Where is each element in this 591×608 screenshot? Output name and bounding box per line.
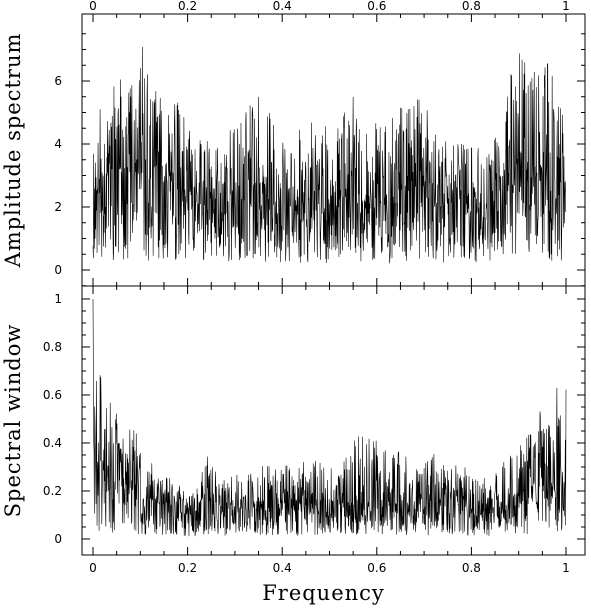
y-tick-label: 0 [54, 532, 62, 546]
y-tick-label: 0.8 [43, 340, 62, 354]
y-tick-label: 1 [54, 292, 62, 306]
x-axis-title: Frequency [262, 581, 385, 605]
axis-titles: Frequency [262, 581, 385, 605]
y-tick-label: 0.2 [43, 484, 62, 498]
x-tick-label: 0.4 [273, 0, 292, 13]
x-tick-label: 0.2 [178, 0, 197, 13]
x-tick-label: 0.8 [462, 0, 481, 13]
y-tick-label: 4 [54, 137, 62, 151]
y-tick-label: 6 [54, 74, 62, 88]
x-tick-label: 0.6 [367, 561, 386, 575]
y-tick-label: 0 [54, 263, 62, 277]
amplitude-series-line [92, 47, 567, 264]
y-axis-title: Amplitude spectrum [1, 33, 25, 269]
y-tick-label: 0.4 [43, 436, 62, 450]
x-tick-label: 1 [562, 561, 570, 575]
amplitude-spectrum-panel: 0 2 4 6 0 0.2 0.4 0.6 0.8 1 Amplitude spectrum [1, 0, 586, 287]
x-tick-label: 0 [89, 0, 97, 13]
x-tick-label: 0.6 [367, 0, 386, 13]
x-tick-label: 1 [562, 0, 570, 13]
y-tick-label: 0.6 [43, 388, 62, 402]
x-tick-label: 0.8 [462, 561, 481, 575]
y-axis-title: Spectral window [1, 324, 25, 518]
x-tick-label: 0.4 [273, 561, 292, 575]
window-series-line [92, 298, 567, 537]
x-tick-label: 0.2 [178, 561, 197, 575]
x-tick-label: 0 [89, 561, 97, 575]
spectral-window-panel: 0 0.2 0.4 0.6 0.8 1 0 0.2 0.4 0.6 0.8 1 Spectral win… [1, 285, 586, 575]
y-tick-label: 2 [54, 200, 62, 214]
plot-frame [81, 285, 586, 556]
